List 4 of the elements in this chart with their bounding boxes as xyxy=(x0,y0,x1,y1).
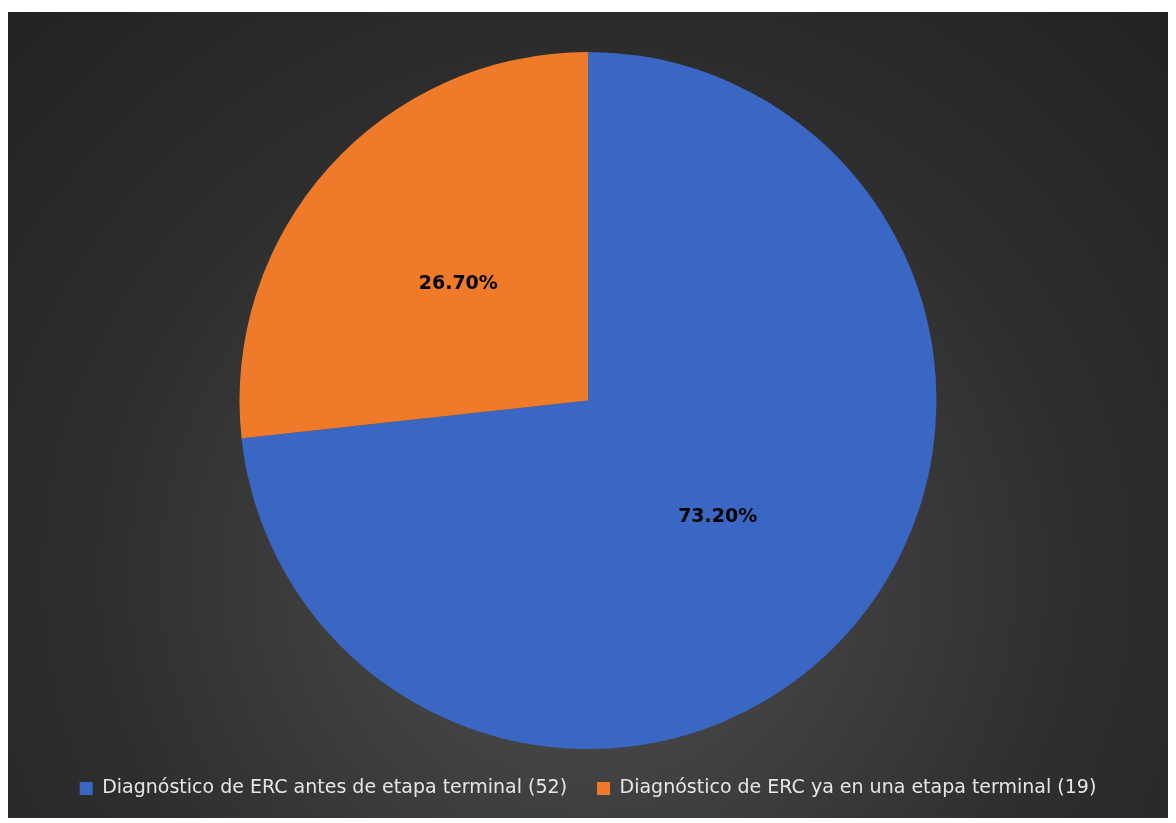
data-label: 26.70% xyxy=(418,271,498,294)
data-label: 73.20% xyxy=(678,503,758,526)
legend-label: Diagnóstico de ERC ya en una etapa terminal (19) xyxy=(619,775,1097,798)
legend-label: Diagnóstico de ERC antes de etapa terminal (52) xyxy=(102,775,568,798)
